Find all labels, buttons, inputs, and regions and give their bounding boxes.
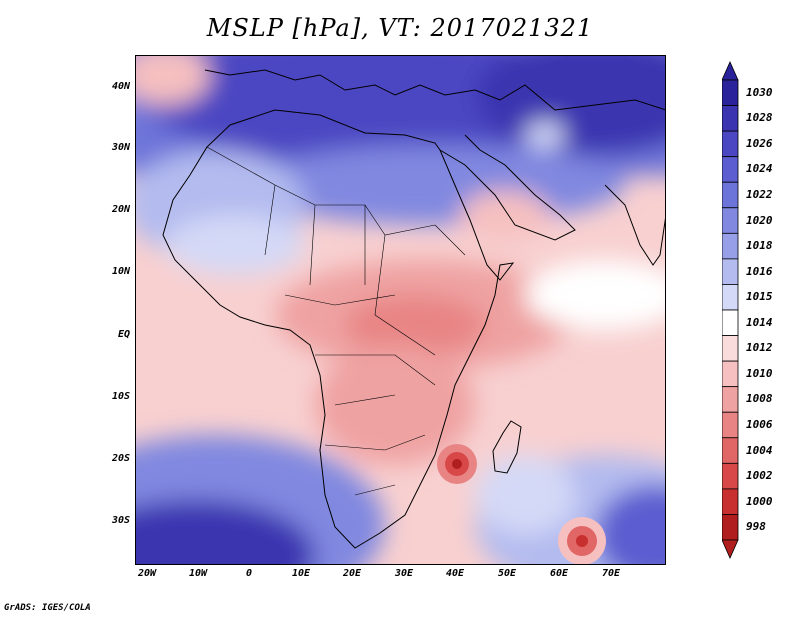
colorbar-label: 1000 <box>746 494 773 508</box>
colorbar-label: 1028 <box>746 111 773 125</box>
x-tick-70E: 70E <box>601 568 621 579</box>
credit-text: GrADS: IGES/COLA <box>4 603 91 613</box>
colorbar-cell <box>722 130 739 158</box>
colorbar <box>722 61 739 559</box>
x-tick-60E: 60E <box>549 568 569 579</box>
colorbar-label: 1008 <box>746 392 773 406</box>
low-indian-ocean-core <box>576 535 588 547</box>
colorbar-cell <box>722 335 739 362</box>
colorbar-label: 1018 <box>746 239 773 253</box>
colorbar-cell <box>722 360 739 388</box>
arabia-coastline <box>439 134 576 241</box>
colorbar-cell <box>722 156 739 183</box>
country-borders <box>206 146 466 496</box>
colorbar-cell <box>722 232 739 260</box>
colorbar-cell <box>722 462 739 490</box>
field-blobs <box>135 55 666 565</box>
y-tick-10N: 10N <box>111 266 130 277</box>
y-tick-30N: 30N <box>111 142 130 153</box>
y-tick-30S: 30S <box>111 515 130 526</box>
colorbar-label: 1002 <box>746 469 773 483</box>
india-coastline <box>604 184 666 266</box>
colorbar-cell <box>722 411 739 439</box>
y-tick-20N: 20N <box>111 204 130 215</box>
colorbar-cell <box>722 258 739 285</box>
colorbar-label: 1024 <box>746 162 773 176</box>
colorbar-label: 1004 <box>746 443 773 457</box>
colorbar-label: 1010 <box>746 366 773 380</box>
colorbar-label: 1016 <box>746 264 773 278</box>
colorbar-label: 1022 <box>746 188 773 201</box>
madagascar-coastline <box>492 420 522 474</box>
x-tick-20E: 20E <box>342 568 362 579</box>
y-tick-EQ: EQ <box>117 329 130 340</box>
colorbar-label: 1006 <box>746 418 773 431</box>
colorbar-label: 998 <box>746 520 766 534</box>
y-tick-20S: 20S <box>111 453 130 464</box>
colorbar-arrow-bottom <box>722 539 739 559</box>
y-tick-40N: 40N <box>111 81 130 92</box>
colorbar-label: 1012 <box>746 341 773 355</box>
colorbar-cell <box>722 309 739 336</box>
colorbar-cell <box>722 284 739 311</box>
colorbar-cell <box>722 386 739 413</box>
x-tick-0: 0 <box>245 568 253 579</box>
colorbar-label: 1020 <box>746 213 773 227</box>
x-tick-20W: 20W <box>137 568 157 579</box>
x-tick-40E: 40E <box>445 568 465 579</box>
colorbar-label: 1014 <box>746 315 773 329</box>
colorbar-label: 1026 <box>746 136 773 150</box>
colorbar-cell <box>722 207 739 234</box>
colorbar-cell <box>722 181 739 209</box>
colorbar-cell <box>722 105 739 132</box>
x-tick-10W: 10W <box>188 568 208 579</box>
x-tick-50E: 50E <box>497 568 517 579</box>
x-tick-30E: 30E <box>394 568 414 579</box>
colorbar-label: 1015 <box>746 290 773 304</box>
colorbar-label: 1030 <box>746 85 773 99</box>
europe-coastline <box>204 69 666 111</box>
colorbar-cell <box>722 79 739 106</box>
pressure-map <box>135 55 666 565</box>
x-tick-10E: 10E <box>291 568 311 579</box>
pressure-field <box>135 55 666 565</box>
colorbar-cell <box>722 514 739 541</box>
africa-coastline <box>162 109 515 549</box>
colorbar-arrow-top <box>722 61 739 81</box>
map-title: MSLP [hPa], VT: 2017021321 <box>206 14 594 42</box>
map-frame <box>135 55 666 565</box>
low-mozambique-core <box>452 459 462 469</box>
colorbar-cell <box>722 437 739 464</box>
colorbar-cell <box>722 488 739 515</box>
y-tick-10S: 10S <box>111 391 130 402</box>
